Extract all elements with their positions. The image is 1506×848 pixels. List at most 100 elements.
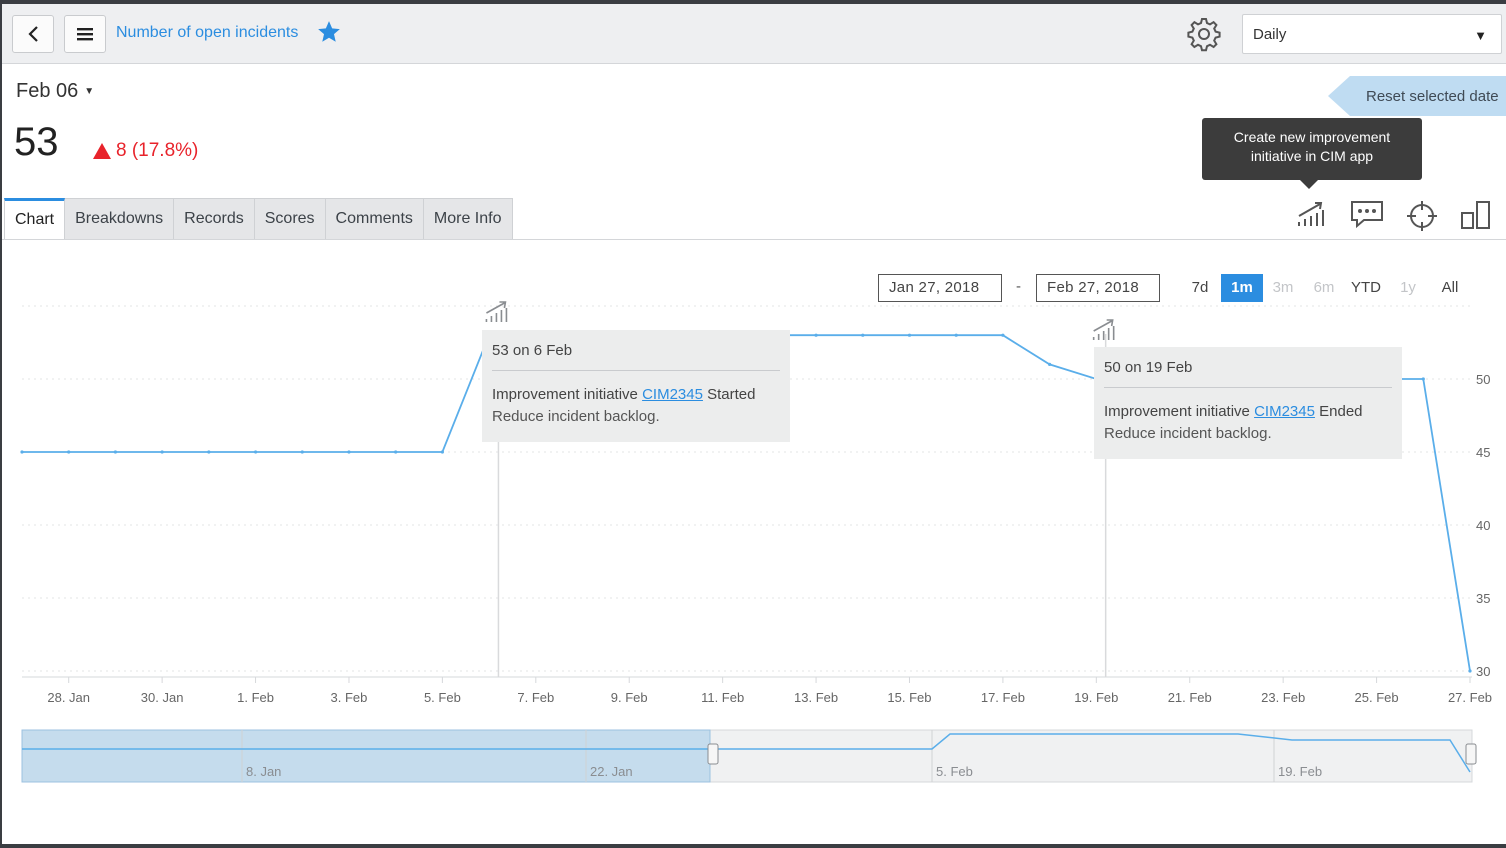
selected-date: Feb 06 — [16, 80, 79, 102]
data-point — [394, 450, 398, 454]
x-tick-label: 30. Jan — [141, 690, 184, 705]
annotation-card-ended: 50 on 19 Feb Improvement initiative CIM2… — [1094, 347, 1402, 459]
data-point — [20, 450, 24, 454]
y-tick-label: 40 — [1476, 518, 1490, 533]
icon-bars — [1092, 326, 1115, 340]
navigator-handle — [707, 743, 719, 765]
layout-toggle-icon[interactable] — [1458, 198, 1494, 234]
x-tick-label: 3. Feb — [331, 690, 368, 705]
data-point — [814, 333, 818, 337]
tooltip-line-2: initiative in CIM app — [1250, 148, 1374, 164]
tab-records[interactable]: Records — [174, 198, 255, 240]
data-point — [907, 333, 912, 337]
zoom-1y[interactable]: 1y — [1400, 279, 1416, 296]
icon-arrow — [486, 301, 507, 314]
target-crosshair-icon[interactable] — [1404, 198, 1440, 234]
caret-down-icon: ▼ — [84, 86, 95, 98]
frequency-value: Daily — [1253, 26, 1287, 43]
annotation-card-started: 53 on 6 Feb Improvement initiative CIM23… — [482, 330, 790, 442]
navigator-track — [21, 729, 1473, 783]
range-start-input[interactable]: Jan 27, 2018 — [878, 274, 1002, 302]
data-point — [300, 450, 304, 454]
annotation-divider — [492, 370, 780, 371]
tab-bar: Chart Breakdowns Records Scores Comments… — [4, 198, 513, 240]
y-tick-label: 50 — [1476, 372, 1490, 387]
x-tick-label: 5. Feb — [424, 690, 461, 705]
data-point — [67, 450, 71, 454]
tooltip-arrow — [1300, 180, 1318, 189]
improvement-initiative-icon[interactable] — [1296, 198, 1330, 228]
score-change: 8 (17.8%) — [92, 140, 198, 162]
data-point — [1001, 333, 1005, 337]
zoom-1m[interactable]: 1m — [1221, 274, 1263, 302]
data-point — [113, 450, 118, 454]
navigator-tick-label: 22. Jan — [590, 764, 633, 779]
zoom-ytd[interactable]: YTD — [1351, 279, 1381, 296]
x-tick-label: 27. Feb — [1448, 690, 1492, 705]
navigator: 8. Jan 22. Jan 5. Feb 19. Feb — [21, 729, 1477, 783]
tooltip-line-1: Create new improvement — [1233, 129, 1391, 145]
dropdown-caret-icon: ▼ — [1474, 28, 1487, 43]
tab-chart[interactable]: Chart — [4, 198, 66, 240]
zoom-7d[interactable]: 7d — [1191, 279, 1209, 296]
annotation-detail: Improvement initiative CIM2345 Started — [492, 386, 756, 403]
scorecard-window: Number of open incidents Daily ▼ Feb 06 ▼… — [2, 4, 1506, 844]
x-tick-label: 28. Jan — [47, 690, 90, 705]
tab-comments[interactable]: Comments — [325, 198, 424, 240]
data-point — [160, 450, 164, 454]
settings-gear-icon[interactable] — [1186, 16, 1222, 52]
indicator-title[interactable]: Number of open incidents — [116, 24, 299, 41]
y-tick-label: 45 — [1476, 445, 1490, 460]
tab-scores[interactable]: Scores — [254, 198, 326, 240]
icon-bars — [485, 308, 508, 322]
x-tick-label: 25. Feb — [1355, 690, 1399, 705]
zoom-all[interactable]: All — [1441, 279, 1459, 296]
navigator-selection — [21, 729, 711, 783]
navigator-series — [22, 733, 1471, 773]
score-value: 53 — [14, 120, 59, 164]
annotation-description: Reduce incident backlog. — [1104, 425, 1272, 442]
x-axis-labels: 28. Jan 30. Jan 1. Feb 3. Feb 5. Feb 7. Feb 9.… — [47, 677, 1492, 705]
data-point — [861, 333, 865, 337]
range-end-input[interactable]: Feb 27, 2018 — [1036, 274, 1160, 302]
x-tick-label: 9. Feb — [611, 690, 648, 705]
initiative-link[interactable]: CIM2345 — [1254, 403, 1315, 420]
x-tick-label: 7. Feb — [517, 690, 554, 705]
initiative-link[interactable]: CIM2345 — [642, 386, 703, 403]
change-value: 8 (17.8%) — [116, 140, 199, 161]
annotation-chart-icon — [485, 301, 508, 322]
x-tick-label: 17. Feb — [981, 690, 1025, 705]
reset-label: Reset selected date — [1366, 88, 1499, 105]
zoom-6m[interactable]: 6m — [1313, 279, 1335, 296]
x-tick-label: 1. Feb — [237, 690, 274, 705]
x-tick-label: 21. Feb — [1168, 690, 1212, 705]
frequency-select[interactable]: Daily ▼ — [1242, 14, 1502, 54]
favorite-star-icon[interactable] — [316, 19, 342, 45]
tab-more-info[interactable]: More Info — [423, 198, 513, 240]
annotation-status: Ended — [1319, 403, 1363, 420]
menu-button[interactable] — [64, 15, 106, 53]
annotation-prefix: Improvement initiative — [492, 386, 638, 403]
annotation-prefix: Improvement initiative — [1104, 403, 1250, 420]
range-separator: - — [1016, 278, 1021, 295]
tab-breakdowns[interactable]: Breakdowns — [65, 198, 175, 240]
navigator-handle — [1465, 743, 1477, 765]
navigator-tick-label: 8. Jan — [246, 764, 281, 779]
icon-arrow — [1093, 319, 1114, 332]
triangle-up-icon — [93, 143, 111, 159]
date-selector[interactable]: Feb 06 ▼ — [16, 80, 94, 103]
data-point — [347, 450, 351, 454]
header-bar: Number of open incidents Daily ▼ — [2, 4, 1506, 64]
x-tick-label: 23. Feb — [1261, 690, 1305, 705]
back-button[interactable] — [12, 15, 54, 53]
annotation-divider — [1104, 387, 1392, 388]
comment-icon[interactable] — [1348, 198, 1386, 232]
x-tick-label: 19. Feb — [1074, 690, 1118, 705]
annotation-description: Reduce incident backlog. — [492, 408, 660, 425]
reset-banner-shape — [1328, 76, 1506, 116]
zoom-3m[interactable]: 3m — [1272, 279, 1294, 296]
tab-divider — [2, 239, 1506, 240]
reset-selected-date-button[interactable]: Reset selected date — [1328, 76, 1506, 116]
data-point — [253, 450, 258, 454]
x-tick-label: 11. Feb — [701, 690, 744, 705]
